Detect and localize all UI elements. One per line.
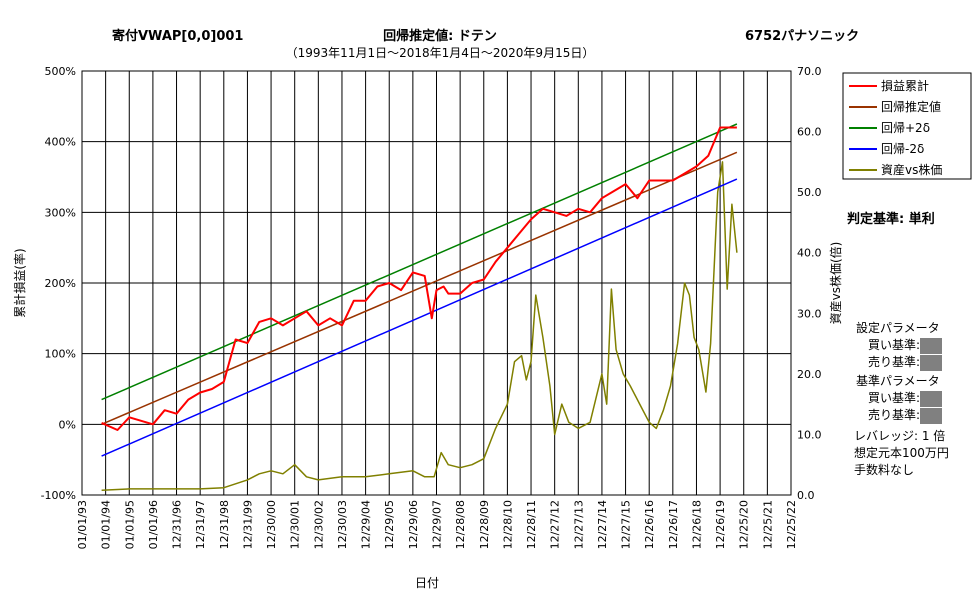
base-title: 基準パラメータ — [856, 374, 940, 388]
x-tick-label: 12/31/97 — [194, 500, 207, 549]
right-axis-ticks: 0.0 10.0 20.0 30.0 40.0 50.0 60.0 70.0 — [797, 65, 822, 502]
base-buy-label: 買い基準: — [868, 391, 921, 405]
x-tick-label: 12/30/01 — [289, 500, 302, 549]
x-tick-label: 12/30/03 — [336, 500, 349, 549]
x-tick-label: 12/29/07 — [431, 500, 444, 549]
x-tick-label: 12/31/98 — [218, 500, 231, 549]
fees-label: 手数料なし — [854, 463, 915, 477]
base-sell-value — [920, 407, 943, 424]
base-sell-row: 売り基準: — [868, 406, 943, 424]
x-axis-ticks: 01/01/93 01/01/94 01/01/95 01/01/96 12/31/96… — [76, 500, 798, 549]
legend-label: 損益累計 — [881, 78, 929, 93]
x-tick-label: 12/29/06 — [407, 500, 420, 549]
y-left-tick-label: 300% — [45, 206, 76, 219]
buy-criterion-label: 買い基準: — [868, 338, 921, 352]
y-right-tick-label: 20.0 — [797, 368, 822, 381]
series-line-1 — [101, 151, 738, 425]
y-right-tick-label: 30.0 — [797, 307, 822, 320]
y-left-tick-label: 400% — [45, 136, 76, 149]
x-tick-label: 12/29/05 — [383, 500, 396, 549]
series-line-4 — [101, 161, 738, 491]
leverage-label: レバレッジ: 1 倍 — [854, 429, 946, 443]
sell-criterion-label: 売り基準: — [868, 355, 921, 369]
horizontal-gridlines — [82, 141, 791, 425]
subtitle: （1993年11月1日～2018年1月4日～2020年9月15日） — [286, 46, 595, 60]
x-tick-label: 01/01/93 — [76, 500, 89, 549]
center-title: 回帰推定値: ドテン — [383, 28, 497, 44]
legend-label: 回帰推定値 — [881, 99, 941, 114]
legend-box — [842, 72, 972, 180]
x-tick-label: 12/26/17 — [667, 500, 680, 549]
legend-label: 回帰-2δ — [881, 142, 924, 156]
x-tick-label: 12/28/11 — [525, 500, 538, 549]
series-lines — [101, 123, 738, 491]
buy-criterion-row: 買い基準: — [868, 336, 943, 354]
legend-label: 資産vs株価 — [881, 162, 942, 177]
x-tick-label: 12/27/15 — [620, 500, 633, 549]
x-axis-label: 日付 — [415, 576, 439, 590]
y-right-tick-label: 60.0 — [797, 126, 822, 139]
y-left-tick-label: 500% — [45, 65, 76, 78]
y-right-tick-label: 50.0 — [797, 186, 822, 199]
x-tick-label: 12/26/18 — [690, 500, 703, 549]
y-right-tick-label: 0.0 — [797, 489, 815, 502]
settings-title: 設定パラメータ — [856, 321, 940, 335]
capital-label: 想定元本100万円 — [854, 446, 949, 460]
x-tick-label: 12/25/21 — [761, 500, 774, 549]
series-line-3 — [101, 178, 738, 457]
x-tick-label: 12/31/99 — [241, 500, 254, 549]
x-tick-label: 12/29/04 — [360, 500, 373, 549]
left-axis-ticks: -100% 0% 100% 200% 300% 400% 500% — [41, 65, 76, 502]
legend-label: 回帰+2δ — [881, 121, 930, 135]
sell-criterion-row: 売り基準: — [868, 353, 943, 371]
x-tick-label: 12/28/09 — [478, 500, 491, 549]
buy-criterion-value — [920, 337, 943, 354]
criterion-label: 判定基準: 単利 — [847, 212, 935, 227]
x-tick-label: 12/30/02 — [312, 500, 325, 549]
y-left-tick-label: 100% — [45, 348, 76, 361]
series-line-0 — [101, 126, 737, 431]
left-title: 寄付VWAP[0,0]001 — [112, 28, 243, 44]
y-right-tick-label: 40.0 — [797, 247, 822, 260]
right-title: 6752パナソニック — [745, 29, 859, 44]
x-tick-label: 12/31/96 — [171, 500, 184, 549]
x-tick-label: 12/27/14 — [596, 500, 609, 549]
x-tick-label: 12/28/10 — [501, 500, 514, 549]
x-tick-label: 12/30/00 — [265, 500, 278, 549]
x-tick-label: 12/26/19 — [714, 500, 727, 549]
x-tick-label: 12/25/22 — [785, 500, 798, 549]
y-axis-right-label: 資産vs株価(倍) — [828, 242, 843, 325]
x-tick-label: 01/01/94 — [100, 500, 113, 549]
x-tick-label: 12/27/12 — [549, 500, 562, 549]
x-tick-label: 12/27/13 — [572, 500, 585, 549]
y-left-tick-label: 0% — [59, 418, 76, 431]
y-right-tick-label: 70.0 — [797, 65, 822, 78]
y-right-tick-label: 10.0 — [797, 428, 822, 441]
x-tick-label: 12/28/08 — [454, 500, 467, 549]
y-left-tick-label: 200% — [45, 277, 76, 290]
base-buy-row: 買い基準: — [868, 389, 943, 407]
x-tick-label: 12/26/16 — [643, 500, 656, 549]
sell-criterion-value — [920, 354, 943, 371]
y-left-tick-label: -100% — [41, 489, 76, 502]
x-tick-label: 01/01/96 — [147, 500, 160, 549]
y-axis-left-label: 累計損益(率) — [12, 248, 27, 317]
base-sell-label: 売り基準: — [868, 408, 921, 422]
x-tick-label: 12/25/20 — [738, 500, 751, 549]
series-line-2 — [101, 123, 738, 401]
base-buy-value — [920, 390, 943, 407]
x-tick-label: 01/01/95 — [123, 500, 136, 549]
